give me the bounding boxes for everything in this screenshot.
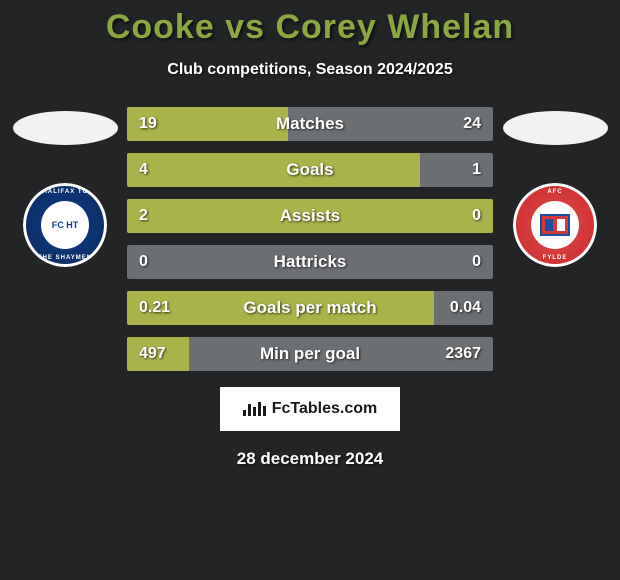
bars-icon — [243, 402, 266, 416]
stat-label: Goals per match — [243, 298, 376, 318]
stat-label: Assists — [280, 206, 340, 226]
left-side: FC HALIFAX TOWN FC HT THE SHAYMEN — [5, 107, 125, 371]
stat-row: 497 Min per goal 2367 — [127, 337, 493, 371]
stat-value-left: 497 — [139, 345, 166, 363]
left-badge-top-text: FC HALIFAX TOWN — [30, 189, 100, 195]
page-title: Cooke vs Corey Whelan — [0, 0, 620, 47]
bar-fill-left — [127, 153, 420, 187]
date-text: 28 december 2024 — [0, 449, 620, 469]
stat-bars: 19 Matches 24 4 Goals 1 2 Assists 0 0 Hattricks 0 0.… — [125, 107, 495, 371]
stat-row: 4 Goals 1 — [127, 153, 493, 187]
left-team-badge: FC HALIFAX TOWN FC HT THE SHAYMEN — [23, 183, 107, 267]
stat-value-left: 19 — [139, 115, 157, 133]
right-badge-bottom-text: FYLDE — [543, 255, 568, 261]
stat-value-right: 0 — [472, 253, 481, 271]
stat-value-right: 0.04 — [450, 299, 481, 317]
stat-value-right: 2367 — [445, 345, 481, 363]
stat-value-left: 2 — [139, 207, 148, 225]
stat-value-left: 0.21 — [139, 299, 170, 317]
stat-row: 19 Matches 24 — [127, 107, 493, 141]
footer-brand-box: FcTables.com — [220, 387, 400, 431]
stat-row: 0.21 Goals per match 0.04 — [127, 291, 493, 325]
right-badge-top-text: AFC — [547, 189, 562, 195]
comparison-layout: FC HALIFAX TOWN FC HT THE SHAYMEN 19 Matc… — [0, 107, 620, 371]
right-badge-inner-icon — [535, 205, 575, 245]
stat-row: 0 Hattricks 0 — [127, 245, 493, 279]
stat-label: Goals — [286, 160, 333, 180]
left-ellipse — [13, 111, 118, 145]
stat-value-right: 0 — [472, 207, 481, 225]
right-ellipse — [503, 111, 608, 145]
left-badge-center: FC HT — [41, 201, 89, 249]
right-team-badge: AFC FYLDE — [513, 183, 597, 267]
stat-label: Hattricks — [274, 252, 347, 272]
footer-brand-text: FcTables.com — [272, 400, 378, 418]
stat-value-right: 24 — [463, 115, 481, 133]
stat-label: Matches — [276, 114, 344, 134]
stat-label: Min per goal — [260, 344, 360, 364]
right-badge-center — [531, 201, 579, 249]
subtitle: Club competitions, Season 2024/2025 — [0, 61, 620, 79]
stat-value-left: 0 — [139, 253, 148, 271]
stat-row: 2 Assists 0 — [127, 199, 493, 233]
left-badge-bottom-text: THE SHAYMEN — [38, 255, 92, 261]
stat-value-left: 4 — [139, 161, 148, 179]
stat-value-right: 1 — [472, 161, 481, 179]
right-side: AFC FYLDE — [495, 107, 615, 371]
